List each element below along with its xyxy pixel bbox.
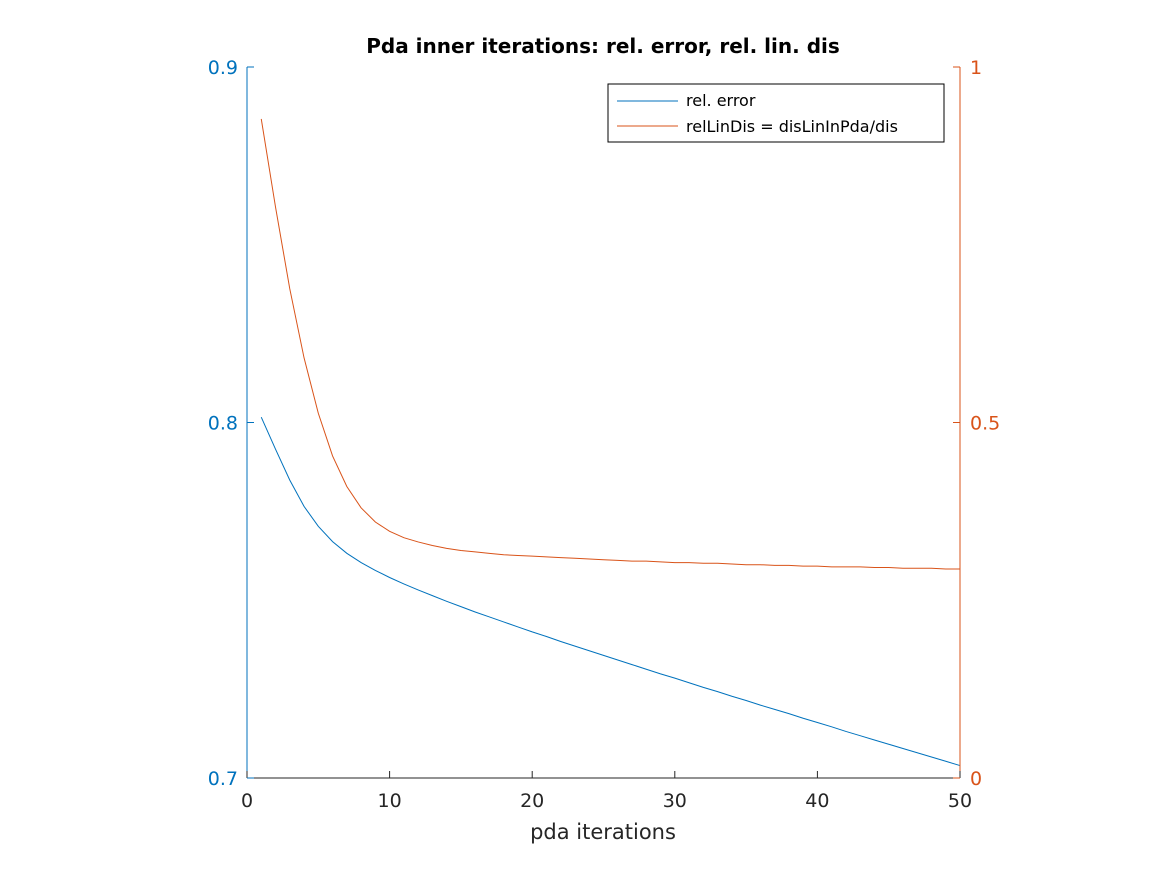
x-axis-ticks: 0 10 20 30 40 50 bbox=[241, 771, 972, 812]
x-tick-label: 30 bbox=[663, 790, 687, 812]
x-tick-label: 40 bbox=[805, 790, 829, 812]
left-y-axis-ticks: 0.7 0.8 0.9 bbox=[208, 57, 254, 790]
left-y-tick-label: 0.8 bbox=[208, 413, 238, 435]
left-y-tick-label: 0.7 bbox=[208, 768, 238, 790]
plot-area: 0 10 20 30 40 50 0.70.80.9 00.51 bbox=[208, 57, 1000, 812]
x-tick-label: 50 bbox=[948, 790, 972, 812]
series-line-rel-lin-dis bbox=[260, 118, 960, 570]
legend-label-rel-lin-dis: relLinDis = disLinInPda/dis bbox=[686, 117, 898, 136]
right-y-tick-label: 0 bbox=[970, 768, 982, 790]
legend-box bbox=[607, 83, 945, 143]
x-axis-label: pda iterations bbox=[530, 820, 676, 844]
right-y-tick-label: 0.5 bbox=[970, 413, 1000, 435]
series-layer bbox=[260, 118, 961, 767]
x-tick-label: 0 bbox=[241, 790, 253, 812]
right-y-tick-label: 1 bbox=[970, 57, 982, 79]
x-tick-label: 10 bbox=[378, 790, 402, 812]
chart-title: Pda inner iterations: rel. error, rel. l… bbox=[366, 34, 840, 58]
left-y-tick-label: 0.9 bbox=[208, 57, 238, 79]
legend-label-rel-error: rel. error bbox=[686, 91, 756, 110]
series-line-rel-error bbox=[260, 416, 961, 767]
right-y-axis-ticks: 00.51 bbox=[953, 57, 1000, 790]
legend: rel. error relLinDis = disLinInPda/dis bbox=[607, 83, 945, 143]
x-tick-label: 20 bbox=[520, 790, 544, 812]
